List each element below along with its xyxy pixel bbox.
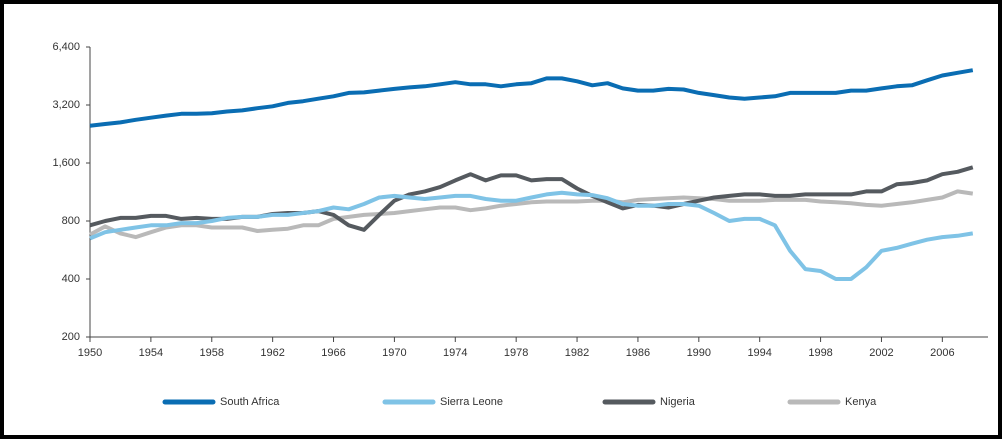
legend-label: Sierra Leone — [440, 396, 503, 408]
x-tick-label: 2006 — [930, 347, 954, 359]
x-tick-label: 1954 — [139, 347, 163, 359]
x-tick-label: 1958 — [200, 347, 224, 359]
x-tick-label: 1998 — [808, 347, 832, 359]
x-tick-label: 2002 — [869, 347, 893, 359]
x-tick-label: 1990 — [687, 347, 711, 359]
x-tick-label: 1974 — [443, 347, 467, 359]
x-tick-label: 1994 — [747, 347, 771, 359]
legend-label: Nigeria — [660, 396, 696, 408]
series-line — [89, 190, 974, 281]
x-tick-label: 1986 — [626, 347, 650, 359]
legend-label: South Africa — [220, 396, 280, 408]
series-line — [89, 68, 974, 128]
x-tick-label: 1982 — [565, 347, 589, 359]
x-tick-label: 1978 — [504, 347, 528, 359]
y-tick-label: 3,200 — [52, 99, 80, 111]
y-tick-label: 400 — [62, 273, 80, 285]
x-tick-label: 1950 — [78, 347, 102, 359]
x-tick-label: 1970 — [382, 347, 406, 359]
legend-label: Kenya — [845, 396, 877, 408]
x-tick-label: 1966 — [321, 347, 345, 359]
y-tick-label: 6,400 — [52, 41, 80, 53]
y-tick-label: 800 — [62, 215, 80, 227]
y-tick-label: 200 — [62, 331, 80, 343]
series-line — [89, 189, 974, 240]
x-tick-label: 1962 — [260, 347, 284, 359]
y-tick-label: 1,600 — [52, 157, 80, 169]
